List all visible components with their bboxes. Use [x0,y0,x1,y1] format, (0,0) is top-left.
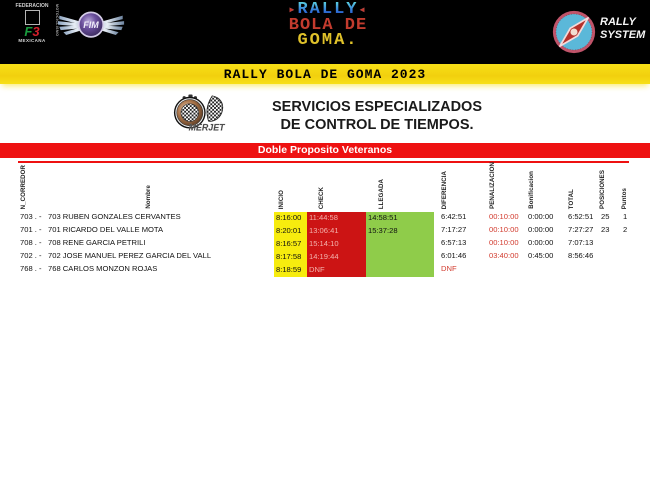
svg-text:MERJET: MERJET [189,122,227,132]
svg-text:FIM: FIM [83,20,99,30]
